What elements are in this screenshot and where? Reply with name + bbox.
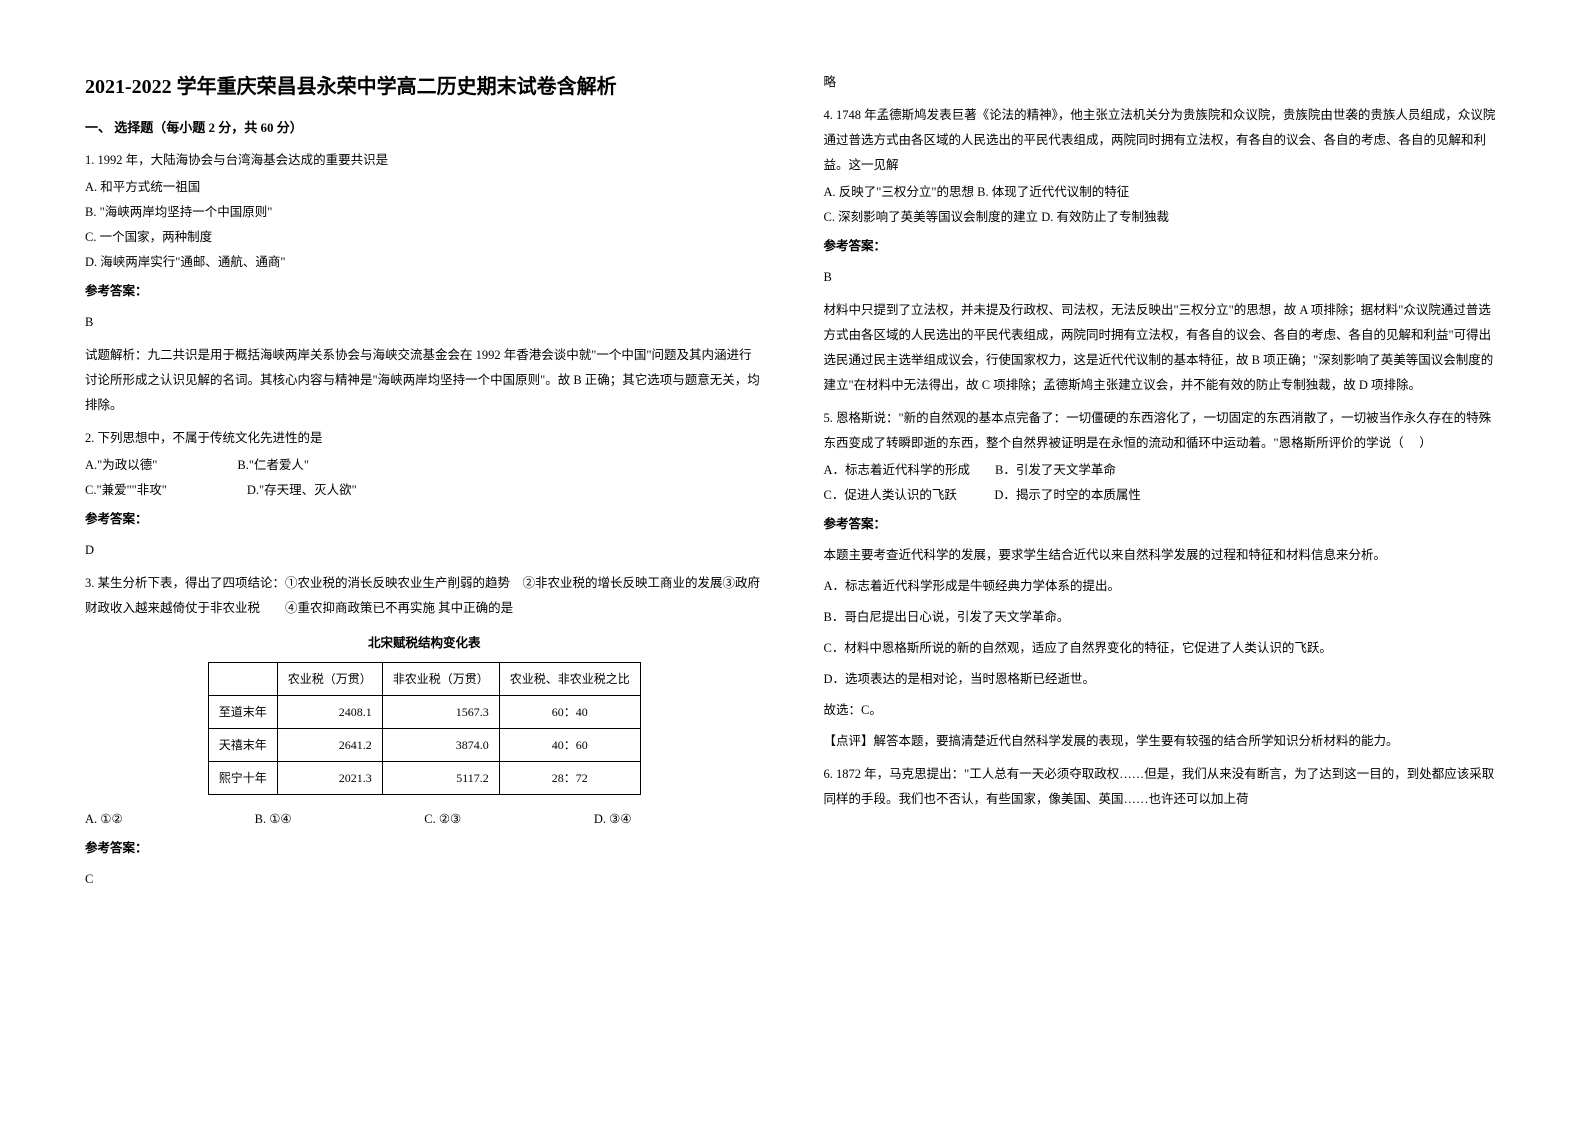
left-column: 2021-2022 学年重庆荣昌县永荣中学高二历史期末试卷含解析 一、 选择题（… <box>85 70 764 1052</box>
q5-exp6: 故选：C。 <box>824 698 1503 723</box>
q2-options: A."为政以德" B."仁者爱人" C."兼爱""非攻" D."存天理、灭人欲" <box>85 453 764 503</box>
section-header: 一、 选择题（每小题 2 分，共 60 分） <box>85 117 764 136</box>
td: 60：40 <box>499 696 640 729</box>
q1-explanation: 试题解析：九二共识是用于概括海峡两岸关系协会与海峡交流基金会在 1992 年香港… <box>85 343 764 418</box>
td: 5117.2 <box>382 762 499 795</box>
q4-optAB: A. 反映了"三权分立"的思想 B. 体现了近代代议制的特征 <box>824 180 1503 205</box>
table-row: 熙宁十年 2021.3 5117.2 28：72 <box>208 762 640 795</box>
q5-exp1: 本题主要考查近代科学的发展，要求学生结合近代以来自然科学发展的过程和特征和材料信… <box>824 543 1503 568</box>
q3-optB: B. ①④ <box>255 807 425 832</box>
q3-optD: D. ③④ <box>594 807 764 832</box>
q2-optC: C."兼爱""非攻" <box>85 478 167 503</box>
q2-answer-letter: D <box>85 538 764 563</box>
q2-stem: 2. 下列思想中，不属于传统文化先进性的是 <box>85 426 764 451</box>
th-2: 非农业税（万贯） <box>382 663 499 696</box>
q3-table-title: 北宋赋税结构变化表 <box>85 631 764 656</box>
q2-optB: B."仁者爱人" <box>237 453 309 478</box>
q5-optCD: C．促进人类认识的飞跃 D．揭示了时空的本质属性 <box>824 483 1503 508</box>
q5-exp3: B．哥白尼提出日心说，引发了天文学革命。 <box>824 605 1503 630</box>
q5-optAB: A．标志着近代科学的形成 B．引发了天文学革命 <box>824 458 1503 483</box>
q5-exp2: A．标志着近代科学形成是牛顿经典力学体系的提出。 <box>824 574 1503 599</box>
q4-options: A. 反映了"三权分立"的思想 B. 体现了近代代议制的特征 C. 深刻影响了英… <box>824 180 1503 230</box>
q4-answer-label: 参考答案： <box>824 234 1503 259</box>
q1-answer-letter: B <box>85 310 764 335</box>
q4-explanation: 材料中只提到了立法权，并未提及行政权、司法权，无法反映出"三权分立"的思想，故 … <box>824 298 1503 398</box>
th-1: 农业税（万贯） <box>277 663 382 696</box>
q4-answer-letter: B <box>824 265 1503 290</box>
q3-options: A. ①② B. ①④ C. ②③ D. ③④ <box>85 807 764 832</box>
q2-optD: D."存天理、灭人欲" <box>247 478 357 503</box>
right-column: 略 4. 1748 年孟德斯鸠发表巨著《论法的精神》，他主张立法机关分为贵族院和… <box>824 70 1503 1052</box>
q4-stem: 4. 1748 年孟德斯鸠发表巨著《论法的精神》，他主张立法机关分为贵族院和众议… <box>824 103 1503 178</box>
question-6: 6. 1872 年，马克思提出："工人总有一天必须夺取政权……但是，我们从来没有… <box>824 762 1503 812</box>
page-title: 2021-2022 学年重庆荣昌县永荣中学高二历史期末试卷含解析 <box>85 70 764 99</box>
q5-answer-label: 参考答案： <box>824 512 1503 537</box>
q1-optD: D. 海峡两岸实行"通邮、通航、通商" <box>85 250 764 275</box>
td: 至道末年 <box>208 696 277 729</box>
td: 3874.0 <box>382 729 499 762</box>
q5-stem: 5. 恩格斯说："新的自然观的基本点完备了：一切僵硬的东西溶化了，一切固定的东西… <box>824 406 1503 456</box>
q3-explanation: 略 <box>824 70 1503 95</box>
q3-answer-letter: C <box>85 867 764 892</box>
q2-optA: A."为政以德" <box>85 453 157 478</box>
question-2: 2. 下列思想中，不属于传统文化先进性的是 A."为政以德" B."仁者爱人" … <box>85 426 764 563</box>
td: 40：60 <box>499 729 640 762</box>
q3-optA: A. ①② <box>85 807 255 832</box>
q1-optB: B. "海峡两岸均坚持一个中国原则" <box>85 200 764 225</box>
td: 1567.3 <box>382 696 499 729</box>
question-4: 4. 1748 年孟德斯鸠发表巨著《论法的精神》，他主张立法机关分为贵族院和众议… <box>824 103 1503 398</box>
q3-answer-label: 参考答案： <box>85 836 764 861</box>
th-3: 农业税、非农业税之比 <box>499 663 640 696</box>
q4-optCD: C. 深刻影响了英美等国议会制度的建立 D. 有效防止了专制独裁 <box>824 205 1503 230</box>
td: 28：72 <box>499 762 640 795</box>
question-3: 3. 某生分析下表，得出了四项结论：①农业税的消长反映农业生产削弱的趋势 ②非农… <box>85 571 764 892</box>
question-5: 5. 恩格斯说："新的自然观的基本点完备了：一切僵硬的东西溶化了，一切固定的东西… <box>824 406 1503 754</box>
q5-exp7: 【点评】解答本题，要搞清楚近代自然科学发展的表现，学生要有较强的结合所学知识分析… <box>824 729 1503 754</box>
td: 2641.2 <box>277 729 382 762</box>
q1-optC: C. 一个国家，两种制度 <box>85 225 764 250</box>
table-row: 天禧末年 2641.2 3874.0 40：60 <box>208 729 640 762</box>
q3-stem: 3. 某生分析下表，得出了四项结论：①农业税的消长反映农业生产削弱的趋势 ②非农… <box>85 571 764 621</box>
q6-stem: 6. 1872 年，马克思提出："工人总有一天必须夺取政权……但是，我们从来没有… <box>824 762 1503 812</box>
q3-table: 农业税（万贯） 非农业税（万贯） 农业税、非农业税之比 至道末年 2408.1 … <box>208 662 641 795</box>
th-0 <box>208 663 277 696</box>
q1-answer-label: 参考答案： <box>85 279 764 304</box>
table-row: 至道末年 2408.1 1567.3 60：40 <box>208 696 640 729</box>
q5-exp5: D．选项表达的是相对论，当时恩格斯已经逝世。 <box>824 667 1503 692</box>
td: 天禧末年 <box>208 729 277 762</box>
q1-stem: 1. 1992 年，大陆海协会与台湾海基会达成的重要共识是 <box>85 148 764 173</box>
table-header-row: 农业税（万贯） 非农业税（万贯） 农业税、非农业税之比 <box>208 663 640 696</box>
td: 2408.1 <box>277 696 382 729</box>
td: 2021.3 <box>277 762 382 795</box>
q1-optA: A. 和平方式统一祖国 <box>85 175 764 200</box>
q5-options: A．标志着近代科学的形成 B．引发了天文学革命 C．促进人类认识的飞跃 D．揭示… <box>824 458 1503 508</box>
q2-answer-label: 参考答案： <box>85 507 764 532</box>
td: 熙宁十年 <box>208 762 277 795</box>
q3-optC: C. ②③ <box>424 807 594 832</box>
q1-options: A. 和平方式统一祖国 B. "海峡两岸均坚持一个中国原则" C. 一个国家，两… <box>85 175 764 275</box>
question-1: 1. 1992 年，大陆海协会与台湾海基会达成的重要共识是 A. 和平方式统一祖… <box>85 148 764 418</box>
q5-exp4: C．材料中恩格斯所说的新的自然观，适应了自然界变化的特征，它促进了人类认识的飞跃… <box>824 636 1503 661</box>
